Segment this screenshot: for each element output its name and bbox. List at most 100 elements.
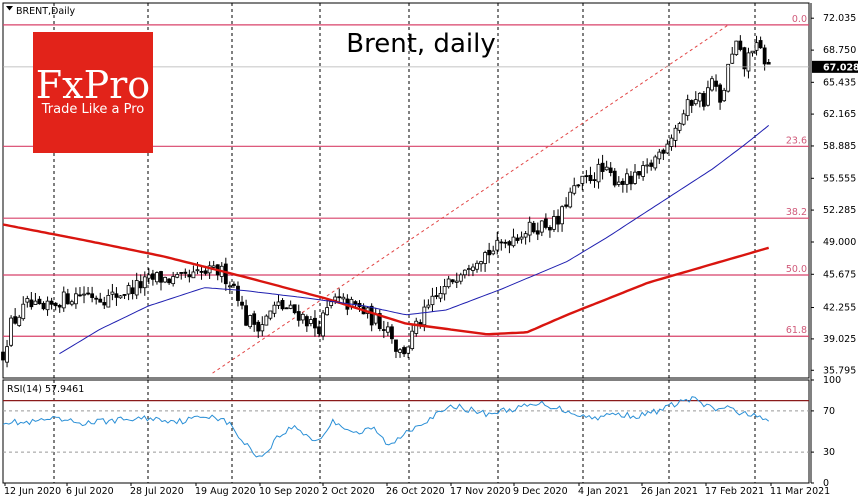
rsi-tick-label: 100	[823, 375, 841, 386]
candle-body	[17, 316, 22, 326]
candle-body	[584, 175, 589, 178]
candle-body	[539, 220, 544, 233]
candle-body	[313, 317, 317, 329]
candle-body	[49, 300, 54, 305]
candle-body	[276, 301, 281, 306]
candle-body	[641, 165, 646, 177]
candle-body	[69, 301, 74, 305]
candle-body	[114, 293, 119, 298]
candle-body	[677, 123, 682, 131]
candle-body	[195, 269, 200, 272]
candle-body	[523, 233, 528, 238]
candle-body	[183, 271, 188, 274]
fxpro-logo	[33, 32, 153, 153]
candle-body	[199, 270, 204, 273]
candle-body	[126, 285, 131, 295]
candle-body	[556, 215, 560, 225]
candle-body	[649, 162, 654, 167]
candle-body	[240, 301, 244, 306]
candle-body	[167, 278, 172, 284]
y-tick-label: 62.165	[823, 109, 856, 120]
candle-body	[596, 163, 601, 183]
fib-level-label: 23.6	[786, 135, 807, 146]
candle-body	[5, 346, 9, 363]
candle-body	[471, 266, 475, 271]
candle-body	[718, 84, 722, 103]
candle-body	[758, 40, 763, 49]
symbol-dropdown-icon	[6, 6, 13, 11]
candle-body	[543, 218, 548, 228]
rsi-line	[2, 396, 770, 458]
candle-body	[13, 316, 18, 324]
candle-body	[560, 206, 564, 225]
candle-body	[467, 268, 471, 270]
candle-body	[726, 63, 731, 92]
candle-body	[155, 272, 159, 283]
candle-body	[414, 320, 419, 334]
price-panel-frame	[2, 2, 810, 379]
candle-body	[159, 271, 163, 283]
y-tick-label: 35.795	[823, 365, 856, 376]
x-tick-label: 12 Jun 2020	[4, 486, 61, 497]
candle-body	[280, 300, 285, 310]
candle-body	[746, 52, 751, 72]
candle-body	[616, 181, 621, 185]
candle-body	[754, 42, 759, 51]
candle-body	[394, 339, 398, 352]
candle-body	[552, 216, 556, 230]
candle-body	[402, 347, 406, 355]
candles-group	[1, 35, 771, 368]
candle-body	[333, 296, 338, 301]
candle-body	[410, 330, 415, 349]
x-tick-label: 28 Jul 2020	[130, 486, 184, 497]
candle-body	[57, 304, 62, 308]
candle-body	[82, 293, 86, 296]
candle-body	[232, 283, 236, 286]
candle-body	[65, 293, 70, 305]
candle-body	[487, 249, 492, 256]
candle-body	[146, 274, 151, 279]
rsi-panel-frame	[2, 379, 810, 484]
candle-body	[252, 313, 257, 325]
candle-body	[592, 179, 597, 181]
candle-body	[430, 295, 435, 306]
candle-body	[665, 143, 670, 154]
candle-body	[236, 285, 240, 301]
candle-body	[223, 263, 228, 285]
candle-body	[450, 279, 455, 283]
candle-body	[483, 252, 488, 264]
candle-body	[438, 292, 443, 299]
x-tick-label: 19 Aug 2020	[195, 486, 256, 497]
x-tick-label: 11 Mar 2021	[770, 486, 830, 497]
x-tick-label: 2 Oct 2020	[322, 486, 375, 497]
y-tick-label: 72.035	[823, 13, 856, 24]
fib-level-label: 50.0	[786, 264, 807, 275]
x-tick-label: 9 Dec 2020	[513, 486, 568, 497]
candle-body	[653, 156, 658, 169]
candle-body	[94, 297, 99, 300]
candle-body	[317, 326, 321, 335]
x-tick-label: 4 Jan 2021	[578, 486, 629, 497]
candle-body	[669, 137, 674, 147]
candle-body	[337, 296, 342, 299]
candle-body	[681, 113, 686, 125]
candle-body	[685, 99, 690, 117]
ma-slow-line	[2, 223, 770, 336]
y-tick-label: 65.435	[823, 77, 856, 88]
candle-body	[398, 349, 402, 353]
candle-body	[446, 278, 451, 288]
candle-body	[434, 295, 439, 297]
candle-body	[385, 326, 390, 333]
candle-body	[300, 313, 305, 321]
candle-body	[309, 319, 313, 324]
candle-body	[564, 204, 569, 207]
candle-body	[454, 280, 459, 283]
candle-body	[422, 306, 427, 326]
candle-body	[110, 291, 115, 295]
candle-body	[9, 317, 14, 346]
chart-title: Brent, daily	[346, 29, 495, 59]
x-tick-label: 17 Nov 2020	[450, 486, 511, 497]
candle-body	[637, 171, 641, 176]
candle-body	[138, 281, 143, 289]
